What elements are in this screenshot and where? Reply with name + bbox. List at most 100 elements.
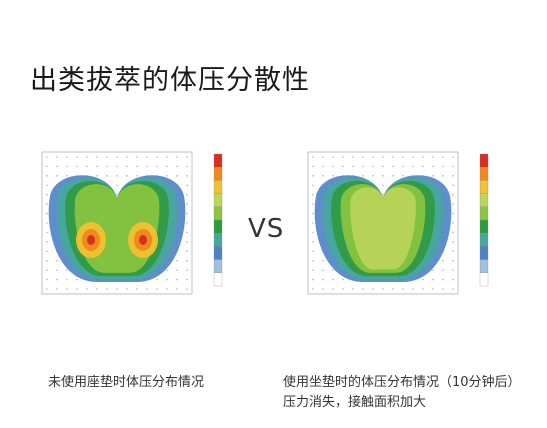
grid-cell-dot [442, 259, 444, 262]
grid-cell-dot [46, 212, 48, 215]
grid-cell-dot [166, 165, 168, 168]
grid-cell-dot [96, 288, 98, 290]
grid-cell-dot [382, 193, 384, 196]
grid-cell-dot [422, 156, 424, 158]
legend-swatch [213, 259, 223, 273]
grid-cell-dot [322, 278, 324, 281]
grid-cell-dot [166, 278, 168, 281]
grid-cell-dot [46, 250, 48, 253]
grid-cell-dot [126, 156, 128, 158]
grid-cell-dot [106, 175, 108, 177]
grid-cell-dot [186, 222, 188, 224]
grid-cell-dot [116, 175, 118, 177]
grid-cell-dot [176, 259, 178, 262]
grid-cell-dot [186, 250, 188, 253]
grid-cell-dot [432, 175, 434, 177]
grid-cell-dot [412, 165, 414, 168]
grid-cell-dot [312, 250, 314, 253]
grid-cell-dot [362, 288, 364, 290]
grid-cell-dot [66, 269, 68, 271]
grid-cell-dot [46, 203, 48, 205]
grid-cell-dot [392, 156, 394, 158]
grid-cell-dot [362, 156, 364, 158]
grid-cell-dot [56, 278, 58, 281]
grid-cell-dot [452, 269, 454, 271]
grid-cell-dot [66, 175, 68, 177]
grid-cell-dot [156, 278, 158, 281]
grid-cell-dot [66, 156, 68, 158]
grid-cell-dot [442, 278, 444, 281]
grid-cell-dot [146, 165, 148, 168]
page-title: 出类拔萃的体压分散性 [30, 65, 310, 96]
legend-swatch [479, 219, 489, 234]
grid-cell-dot [452, 288, 454, 290]
grid-cell-dot [46, 156, 48, 158]
grid-cell-dot [116, 156, 118, 158]
grid-cell-dot [322, 259, 324, 262]
grid-cell-dot [442, 269, 444, 271]
grid-cell-dot [186, 288, 188, 290]
caption-with-cushion: 使用坐垫时的体压分布情况（10分钟后） 压力消失，接触面积加大 [283, 373, 521, 413]
vs-label: VS [248, 214, 285, 244]
grid-cell-dot [372, 165, 374, 168]
grid-cell-dot [382, 288, 384, 290]
grid-cell-dot [452, 184, 454, 187]
grid-cell-dot [332, 165, 334, 168]
grid-cell-dot [442, 175, 444, 177]
grid-cell-dot [372, 156, 374, 158]
grid-cell-dot [312, 212, 314, 215]
grid-cell-dot [106, 288, 108, 290]
grid-cell-dot [136, 156, 138, 158]
grid-cell-dot [126, 288, 128, 290]
grid-cell-dot [176, 156, 178, 158]
grid-cell-dot [312, 156, 314, 158]
legend-swatch [213, 206, 223, 221]
grid-cell-dot [322, 156, 324, 158]
hotspot-core [87, 235, 95, 245]
grid-cell-dot [452, 175, 454, 177]
grid-cell-dot [186, 231, 188, 234]
grid-cell-dot [186, 259, 188, 262]
grid-cell-dot [452, 250, 454, 253]
grid-cell-dot [186, 278, 188, 281]
grid-cell-dot [56, 269, 58, 271]
grid-cell-dot [116, 184, 118, 187]
hotspot-core [139, 235, 147, 245]
legend-swatch [479, 272, 489, 287]
grid-cell-dot [126, 175, 128, 177]
grid-cell-dot [432, 269, 434, 271]
grid-cell-dot [56, 165, 58, 168]
grid-cell-dot [186, 156, 188, 158]
grid-cell-dot [46, 288, 48, 290]
grid-cell-dot [56, 156, 58, 158]
grid-cell-dot [322, 165, 324, 168]
grid-cell-dot [96, 156, 98, 158]
grid-cell-dot [422, 278, 424, 281]
grid-cell-dot [352, 288, 354, 290]
grid-cell-dot [176, 278, 178, 281]
grid-cell-dot [136, 165, 138, 168]
grid-cell-dot [186, 269, 188, 271]
grid-cell-dot [46, 231, 48, 234]
grid-cell-dot [372, 175, 374, 177]
grid-cell-dot [342, 288, 344, 290]
legend-swatch [479, 246, 489, 260]
grid-cell-dot [312, 222, 314, 224]
grid-cell-dot [432, 156, 434, 158]
grid-cell-dot [46, 259, 48, 262]
legend-swatch [213, 167, 223, 181]
grid-cell-dot [156, 156, 158, 158]
grid-cell-dot [312, 165, 314, 168]
grid-cell-dot [46, 193, 48, 196]
grid-cell-dot [332, 278, 334, 281]
legend-swatch [213, 153, 223, 168]
grid-cell-dot [402, 175, 404, 177]
grid-cell-dot [56, 259, 58, 262]
grid-cell-dot [96, 175, 98, 177]
grid-cell-dot [176, 175, 178, 177]
grid-cell-dot [432, 278, 434, 281]
grid-cell-dot [76, 288, 78, 290]
grid-cell-dot [76, 156, 78, 158]
grid-cell-dot [176, 288, 178, 290]
grid-cell-dot [402, 156, 404, 158]
